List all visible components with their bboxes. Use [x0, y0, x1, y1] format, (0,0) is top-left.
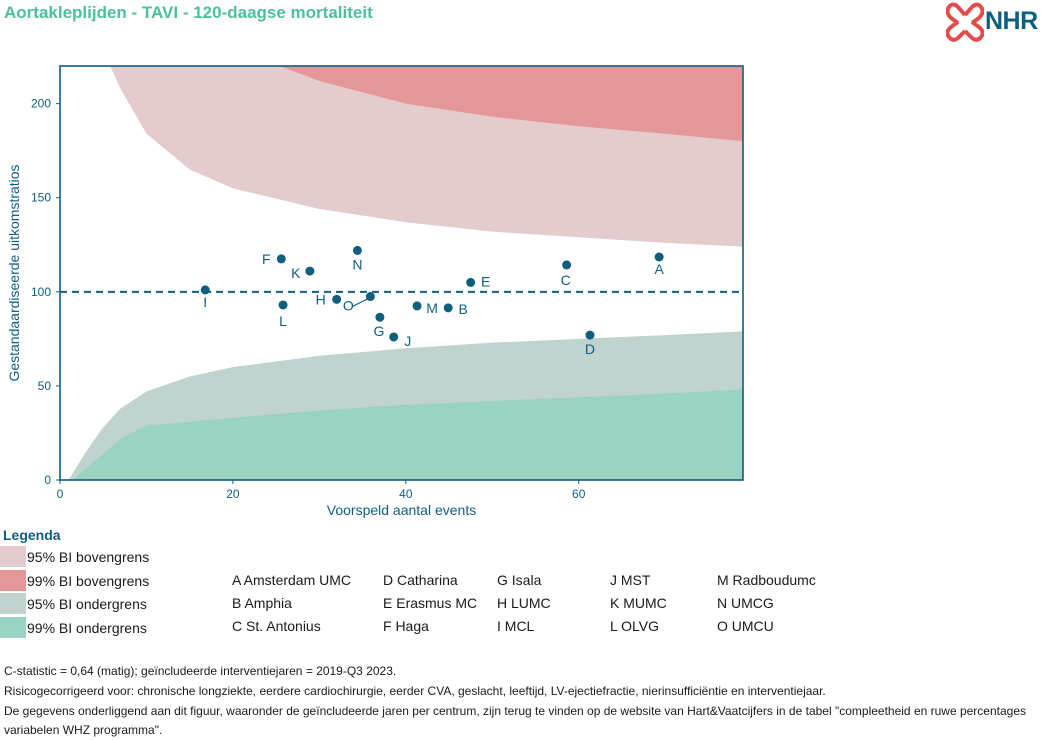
data-point-d — [585, 330, 595, 340]
y-tick-label: 0 — [44, 473, 51, 487]
data-point-k — [305, 266, 315, 276]
legend-label: 95% BI ondergrens — [27, 595, 147, 612]
hospital-label: H LUMC — [497, 595, 551, 611]
legend-item-95-upper: 95% BI bovengrens — [0, 546, 149, 567]
y-tick-label: 150 — [31, 191, 51, 205]
hospital-label: B Amphia — [232, 595, 292, 611]
hospital-label: D Catharina — [383, 572, 458, 588]
point-label: G — [373, 323, 384, 339]
data-point-m — [412, 301, 422, 311]
plot-frame — [59, 65, 744, 481]
data-point-g — [375, 312, 385, 322]
hospital-label: C St. Antonius — [232, 618, 321, 634]
hospital-label: I MCL — [497, 618, 535, 634]
legend-swatch — [0, 617, 26, 638]
point-label: H — [316, 291, 326, 307]
point-label: E — [481, 273, 490, 289]
data-point-l — [278, 300, 288, 310]
legend-label: 95% BI bovengrens — [27, 548, 150, 565]
y-tick-label: 200 — [31, 97, 51, 111]
point-label: J — [404, 333, 411, 349]
point-label: F — [262, 251, 271, 267]
data-point-i — [200, 285, 210, 295]
y-tick-label: 50 — [38, 379, 52, 393]
hospital-label: A Amsterdam UMC — [232, 572, 352, 588]
hospital-label: L OLVG — [610, 618, 660, 634]
data-point-c — [562, 260, 572, 270]
y-axis-label: Gestandaardiseerde uitkomstratios — [6, 164, 22, 381]
nhr-logo: NHR — [945, 2, 1056, 42]
legend-swatch — [0, 570, 26, 591]
point-label: D — [585, 341, 595, 357]
hospital-label: F Haga — [383, 618, 429, 634]
data-point-a — [654, 252, 664, 262]
hospital-label: O UMCU — [717, 618, 774, 634]
point-label: L — [279, 313, 287, 329]
x-tick-label: 0 — [57, 487, 64, 501]
point-label: I — [203, 294, 207, 310]
legend-title: Legenda — [3, 527, 61, 543]
footnote-risk-adjustment: Risicogecorrigeerd voor: chronische long… — [4, 684, 826, 698]
point-label: B — [459, 301, 468, 317]
legend-swatch — [0, 546, 26, 567]
hospital-label: J MST — [610, 572, 651, 588]
legend-swatch — [0, 593, 26, 614]
legend-item-99-upper: 99% BI bovengrens — [0, 570, 149, 591]
hospital-label: K MUMC — [610, 595, 667, 611]
hospital-label: G Isala — [497, 572, 542, 588]
data-point-b — [443, 303, 453, 313]
point-label: N — [352, 256, 362, 272]
hospital-label: E Erasmus MC — [383, 595, 478, 611]
legend-label: 99% BI bovengrens — [27, 572, 150, 589]
point-label: A — [654, 261, 664, 277]
legend-label: 99% BI ondergrens — [27, 619, 147, 636]
hospital-label: N UMCG — [717, 595, 774, 611]
label-connector — [352, 297, 369, 308]
band-99-lower — [72, 389, 743, 480]
x-tick-label: 20 — [226, 487, 240, 501]
footnote-data-source: De gegevens onderliggend aan dit figuur,… — [4, 704, 1027, 737]
x-tick-label: 60 — [572, 487, 586, 501]
point-label: O — [343, 298, 354, 314]
legend-item-99-lower: 99% BI ondergrens — [0, 617, 147, 638]
band-99-upper — [279, 66, 743, 142]
point-label: C — [561, 272, 571, 288]
data-point-h — [332, 294, 342, 304]
point-label: M — [426, 300, 438, 316]
footnote-cstatistic: C-statistic = 0,64 (matig); geïncludeerd… — [4, 664, 397, 678]
data-point-o — [365, 292, 375, 302]
hospital-label: M Radboudumc — [717, 572, 816, 588]
chart-title: Aortakleplijden - TAVI - 120-daagse mort… — [4, 3, 373, 22]
point-label: K — [291, 265, 301, 281]
y-tick-label: 100 — [31, 285, 51, 299]
x-tick-label: 40 — [399, 487, 413, 501]
data-point-e — [466, 277, 476, 287]
x-axis-label: Voorspeld aantal events — [327, 502, 476, 518]
funnel-plot: 0 20 40 60 0 50 100 150 200 Voorspeld aantal even… — [6, 65, 744, 518]
nhr-logo-icon — [945, 2, 985, 42]
logo-text: NHR — [985, 7, 1038, 35]
data-point-f — [276, 254, 286, 264]
legend-item-95-lower: 95% BI ondergrens — [0, 593, 147, 614]
data-point-n — [352, 245, 362, 255]
data-point-j — [389, 332, 399, 342]
